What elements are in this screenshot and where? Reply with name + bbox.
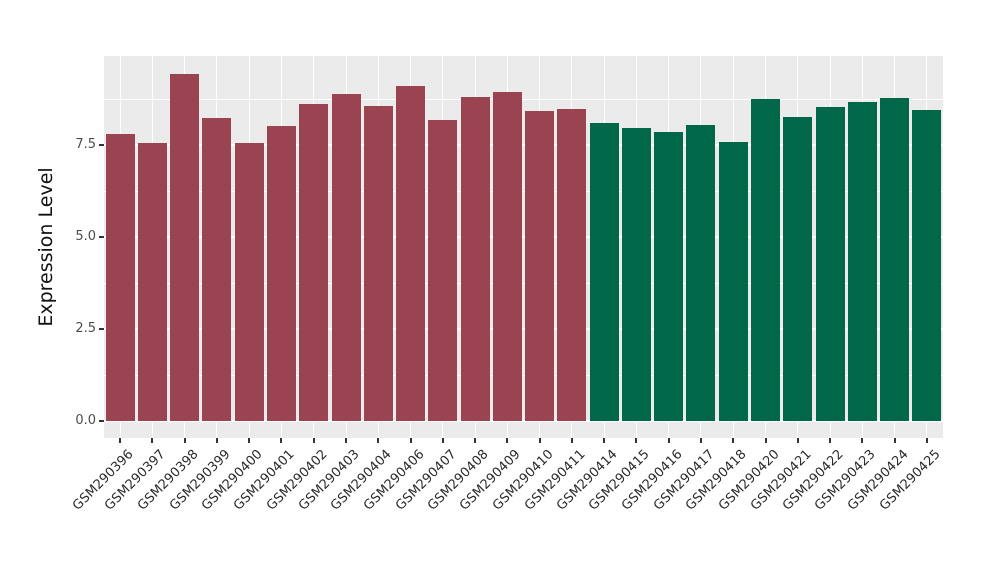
bar	[363, 105, 393, 421]
x-tick-mark	[312, 438, 315, 443]
y-tick-mark	[99, 236, 104, 239]
x-tick-mark	[441, 438, 444, 443]
bar	[137, 143, 167, 421]
bar	[105, 134, 135, 421]
x-tick-mark	[796, 438, 799, 443]
minor-gridline	[104, 98, 943, 100]
minor-gridline	[104, 282, 943, 284]
y-tick-label: 2.5	[75, 321, 96, 337]
bar	[783, 116, 813, 421]
bar	[751, 99, 781, 421]
bar	[331, 94, 361, 421]
y-tick-mark	[99, 144, 104, 147]
bar	[589, 123, 619, 421]
bar	[202, 118, 232, 421]
bar	[815, 106, 845, 421]
bar	[234, 143, 264, 421]
major-gridline	[104, 236, 943, 239]
major-gridline	[104, 328, 943, 331]
bar	[460, 96, 490, 421]
minor-gridline	[104, 374, 943, 376]
x-tick-mark	[829, 438, 832, 443]
bar	[654, 132, 684, 421]
bar	[847, 101, 877, 421]
x-tick-mark	[732, 438, 735, 443]
y-tick-label: 7.5	[75, 137, 96, 153]
y-tick-label: 5.0	[75, 229, 96, 245]
bar	[428, 119, 458, 421]
x-tick-mark	[377, 438, 380, 443]
x-tick-mark	[215, 438, 218, 443]
major-gridline	[104, 144, 943, 147]
x-tick-mark	[667, 438, 670, 443]
plot-panel	[104, 56, 943, 438]
x-tick-mark	[248, 438, 251, 443]
bar	[525, 111, 555, 421]
x-tick-mark	[699, 438, 702, 443]
y-axis-title: Expression Level	[35, 167, 57, 327]
bar	[557, 109, 587, 421]
bar	[266, 126, 296, 421]
bar	[170, 73, 200, 421]
bar	[621, 127, 651, 421]
major-gridline	[104, 420, 943, 422]
x-tick-mark	[119, 438, 122, 443]
x-tick-mark	[151, 438, 154, 443]
x-tick-mark	[506, 438, 509, 443]
x-tick-mark	[474, 438, 477, 443]
x-tick-mark	[538, 438, 541, 443]
bar	[492, 91, 522, 421]
x-tick-mark	[925, 438, 928, 443]
x-tick-mark	[893, 438, 896, 443]
x-tick-mark	[764, 438, 767, 443]
x-tick-mark	[635, 438, 638, 443]
x-tick-mark	[603, 438, 606, 443]
y-tick-mark	[99, 328, 104, 331]
y-tick-label: 0.0	[75, 413, 96, 428]
x-tick-mark	[280, 438, 283, 443]
x-tick-mark	[345, 438, 348, 443]
x-tick-mark	[861, 438, 864, 443]
bar	[880, 98, 910, 421]
bar	[686, 125, 716, 421]
x-tick-mark	[183, 438, 186, 443]
x-tick-mark	[409, 438, 412, 443]
bar	[299, 104, 329, 421]
minor-gridline	[104, 190, 943, 192]
y-tick-mark	[99, 420, 104, 422]
bar	[396, 86, 426, 421]
bar	[718, 142, 748, 421]
x-tick-mark	[570, 438, 573, 443]
bar	[912, 109, 942, 421]
